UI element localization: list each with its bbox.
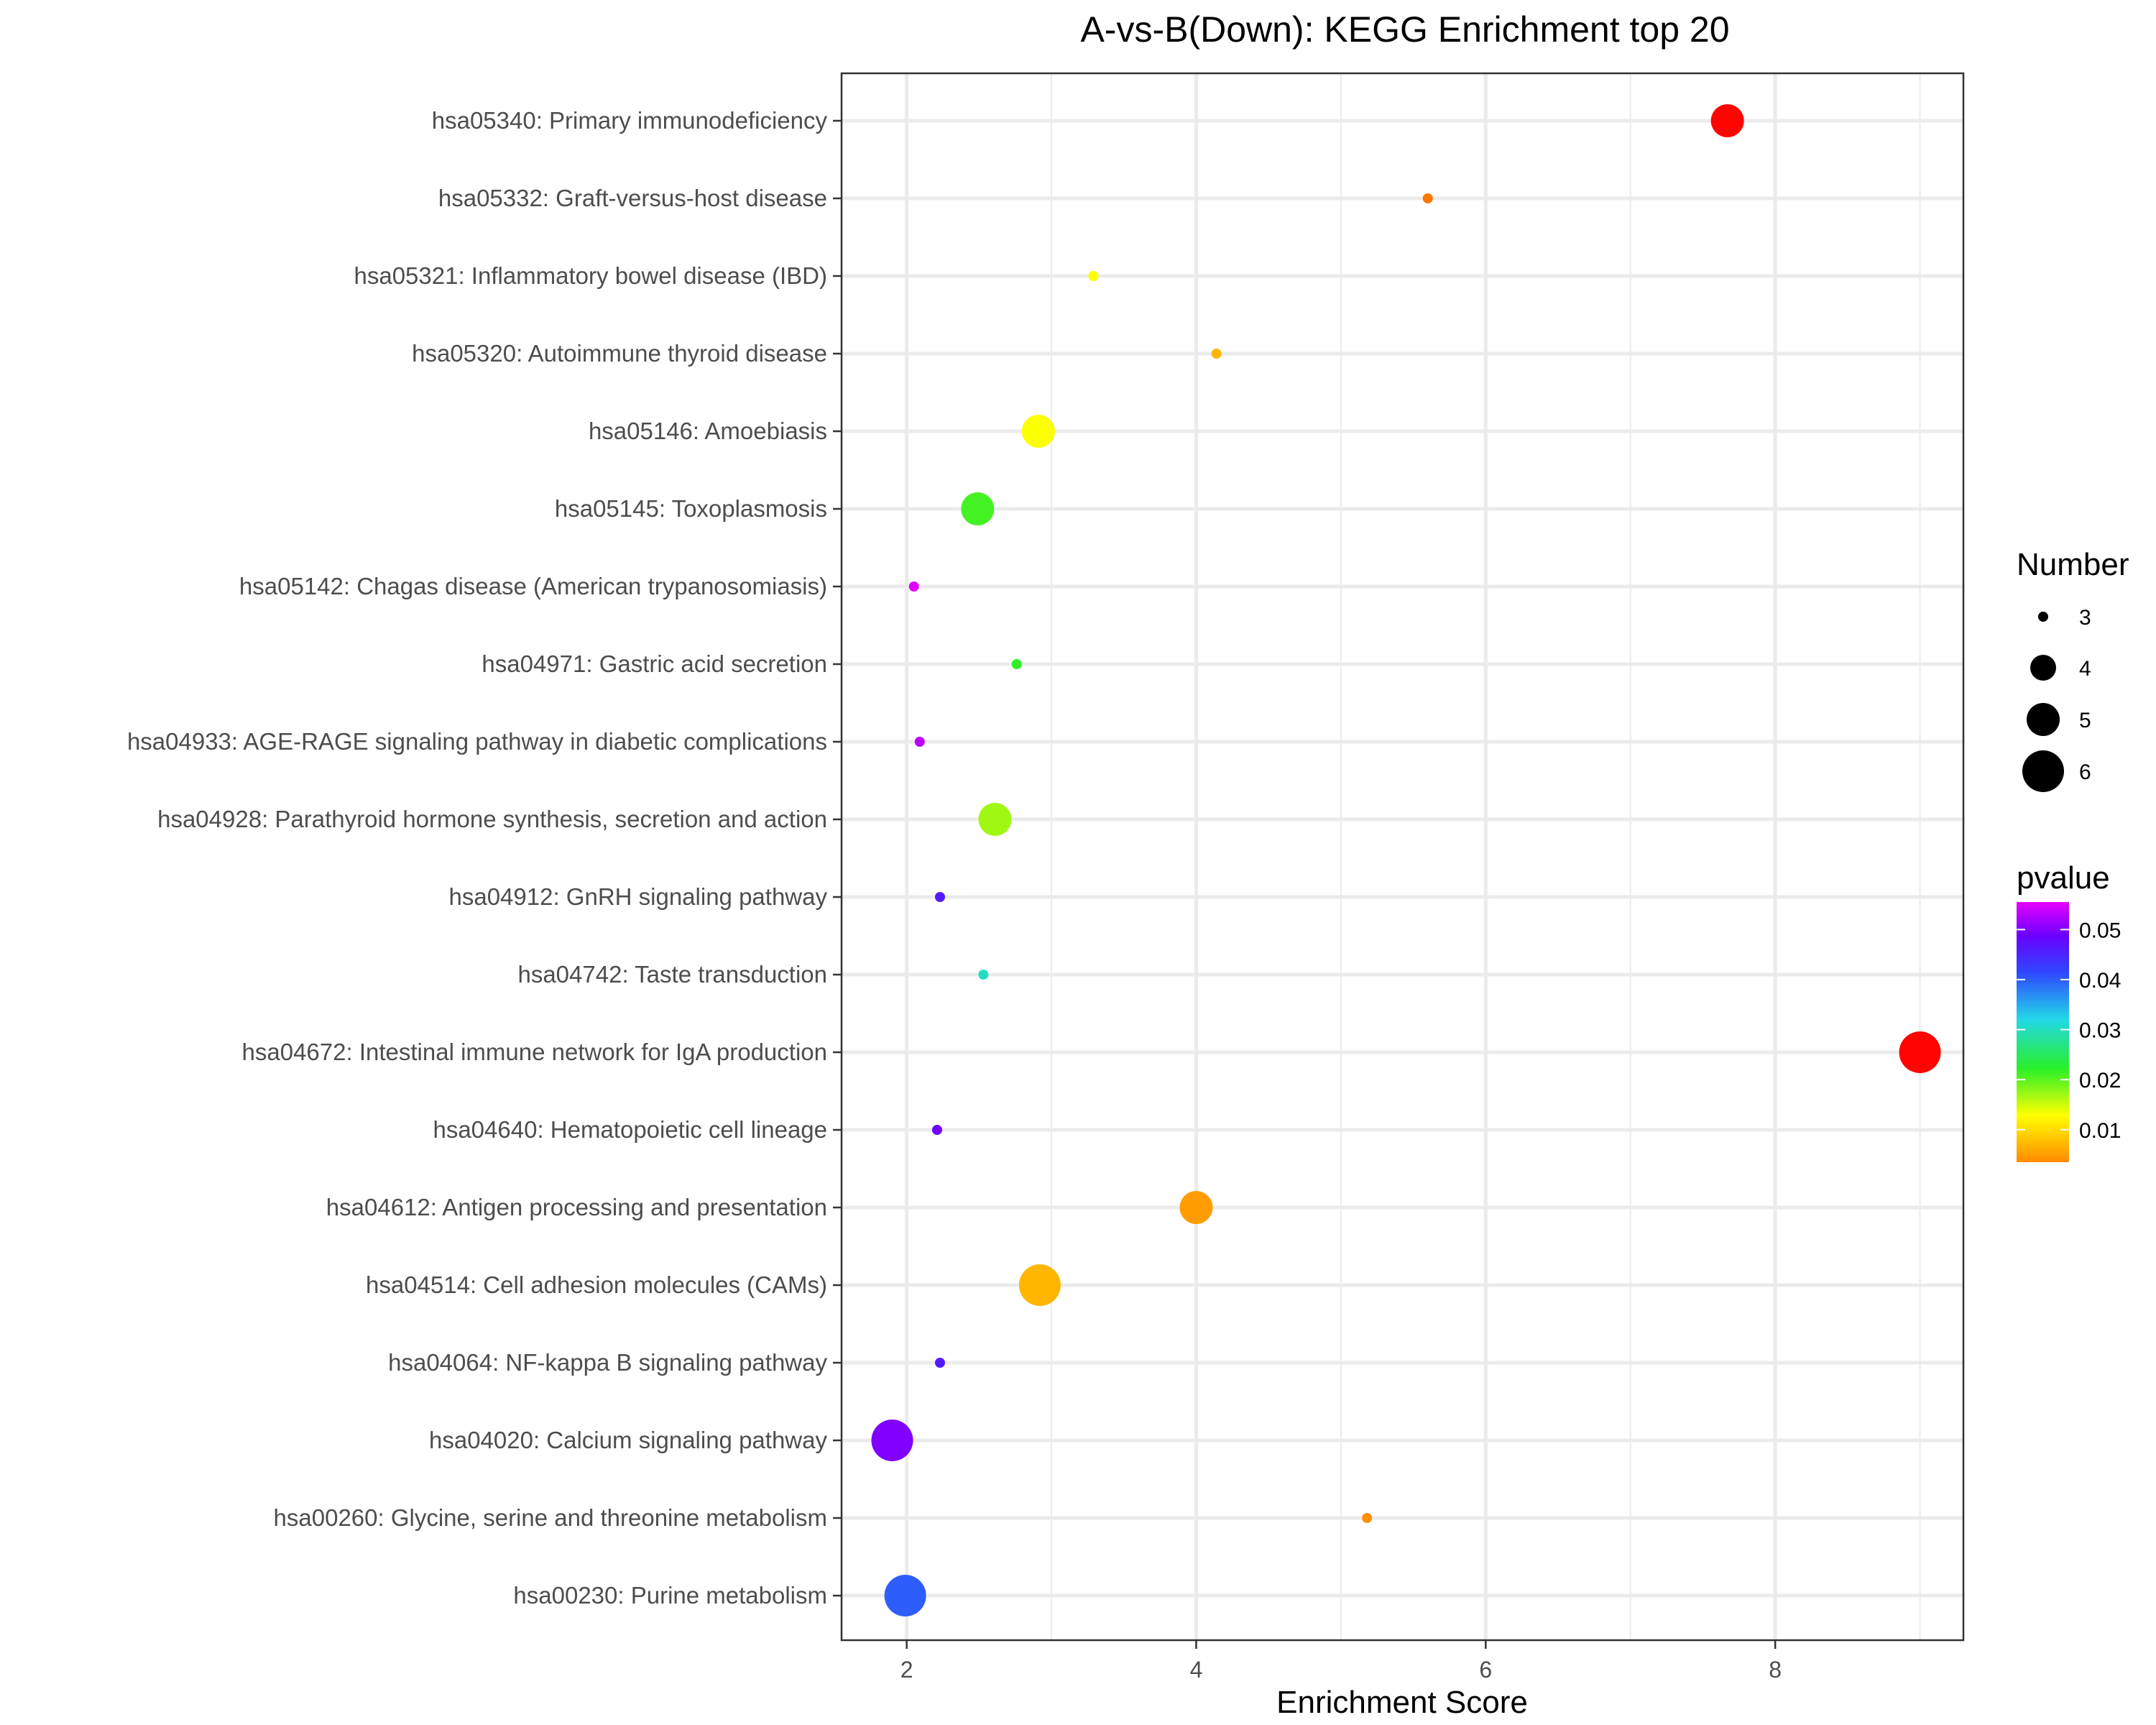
data-point bbox=[1710, 104, 1744, 137]
grid bbox=[842, 73, 1963, 1640]
y-tick-label: hsa04612: Antigen processing and present… bbox=[326, 1194, 827, 1220]
y-tick-label: hsa04912: GnRH signaling pathway bbox=[448, 883, 827, 910]
y-tick-label: hsa04064: NF-kappa B signaling pathway bbox=[388, 1349, 827, 1376]
data-point bbox=[978, 803, 1012, 836]
color-legend-label: 0.04 bbox=[2079, 969, 2121, 993]
color-legend-title: pvalue bbox=[2017, 860, 2110, 896]
data-point bbox=[908, 581, 919, 592]
data-point bbox=[931, 1125, 942, 1135]
color-legend-label: 0.01 bbox=[2079, 1119, 2121, 1143]
data-point bbox=[934, 892, 945, 902]
y-tick-label: hsa00230: Purine metabolism bbox=[513, 1582, 827, 1609]
color-legend: pvalue 0.05 0.04 0.03 0.02 0.01 bbox=[2017, 860, 2121, 1162]
y-axis: hsa05340: Primary immunodeficiency hsa053… bbox=[127, 107, 842, 1609]
color-legend-label: 0.03 bbox=[2079, 1019, 2121, 1043]
data-point bbox=[1088, 271, 1099, 281]
data-point bbox=[1018, 1264, 1061, 1306]
x-axis: 2 4 6 8 bbox=[900, 1640, 1782, 1683]
data-point bbox=[934, 1358, 945, 1368]
x-tick-label: 8 bbox=[1769, 1657, 1782, 1683]
color-legend-label: 0.02 bbox=[2079, 1069, 2121, 1092]
y-tick-label: hsa05146: Amoebiasis bbox=[589, 418, 827, 444]
size-legend-label: 6 bbox=[2079, 760, 2091, 784]
y-tick-label: hsa04928: Parathyroid hormone synthesis,… bbox=[157, 806, 827, 832]
chart-title: A-vs-B(Down): KEGG Enrichment top 20 bbox=[1080, 9, 1729, 50]
x-axis-title: Enrichment Score bbox=[1276, 1685, 1528, 1720]
y-tick-label: hsa04933: AGE-RAGE signaling pathway in … bbox=[127, 728, 827, 755]
data-point bbox=[961, 492, 995, 525]
data-point bbox=[884, 1575, 926, 1616]
data-point bbox=[978, 970, 989, 980]
size-legend-label: 4 bbox=[2079, 657, 2091, 681]
data-point bbox=[1179, 1191, 1213, 1224]
data-point bbox=[1011, 659, 1022, 669]
size-legend: Number 3 4 5 6 bbox=[2017, 547, 2129, 792]
y-tick-label: hsa04672: Intestinal immune network for … bbox=[242, 1039, 827, 1065]
size-legend-key bbox=[2027, 703, 2060, 736]
data-point bbox=[1899, 1031, 1941, 1073]
y-tick-label: hsa05142: Chagas disease (American trypa… bbox=[239, 573, 827, 599]
x-tick-label: 4 bbox=[1190, 1657, 1203, 1683]
color-legend-label: 0.05 bbox=[2079, 919, 2121, 942]
color-legend-bar bbox=[2017, 902, 2069, 1162]
data-point bbox=[1362, 1513, 1373, 1523]
size-legend-title: Number bbox=[2017, 547, 2129, 582]
data-point bbox=[1422, 193, 1433, 203]
y-tick-label: hsa05145: Toxoplasmosis bbox=[555, 495, 827, 522]
x-tick-label: 6 bbox=[1479, 1657, 1492, 1683]
y-tick-label: hsa04020: Calcium signaling pathway bbox=[429, 1427, 828, 1453]
size-legend-key bbox=[2022, 750, 2064, 792]
size-legend-key bbox=[2030, 655, 2056, 681]
y-tick-label: hsa05321: Inflammatory bowel disease (IB… bbox=[354, 262, 828, 289]
data-point bbox=[1021, 415, 1055, 448]
y-tick-label: hsa04514: Cell adhesion molecules (CAMs) bbox=[366, 1271, 827, 1298]
plot-panel bbox=[840, 72, 1965, 1642]
y-tick-label: hsa04742: Taste transduction bbox=[517, 961, 827, 988]
data-points bbox=[871, 104, 1941, 1616]
data-point bbox=[871, 1420, 913, 1461]
data-point bbox=[914, 737, 925, 747]
x-tick-label: 2 bbox=[900, 1657, 913, 1683]
y-tick-label: hsa05332: Graft-versus-host disease bbox=[438, 185, 827, 211]
size-legend-label: 5 bbox=[2079, 709, 2091, 732]
y-tick-label: hsa05340: Primary immunodeficiency bbox=[432, 107, 828, 134]
size-legend-label: 3 bbox=[2079, 606, 2091, 630]
size-legend-key bbox=[2038, 612, 2048, 622]
data-point bbox=[1211, 349, 1222, 359]
y-tick-label: hsa04971: Gastric acid secretion bbox=[482, 650, 827, 677]
y-tick-label: hsa00260: Glycine, serine and threonine … bbox=[274, 1504, 827, 1531]
y-tick-label: hsa05320: Autoimmune thyroid disease bbox=[412, 340, 827, 367]
y-tick-label: hsa04640: Hematopoietic cell lineage bbox=[433, 1116, 827, 1143]
